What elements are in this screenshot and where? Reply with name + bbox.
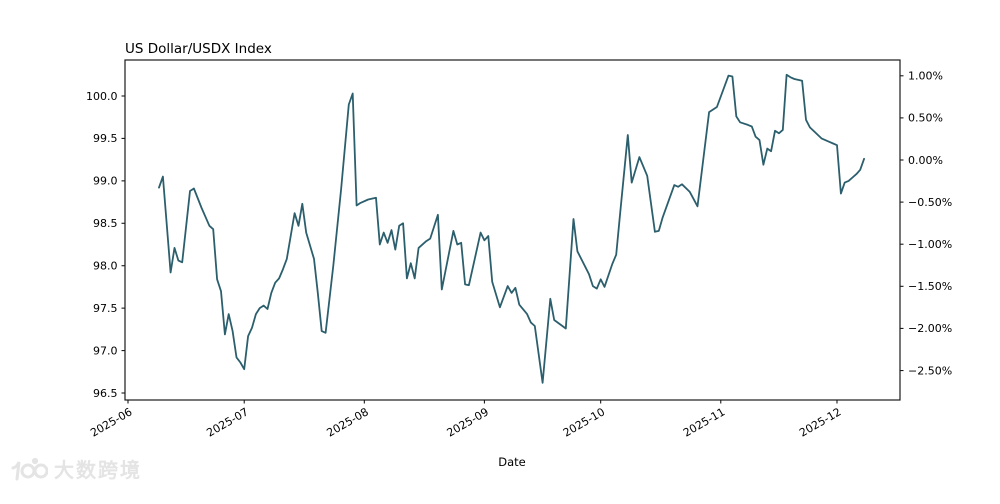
x-tick-label: 2025-10 bbox=[561, 405, 607, 439]
y-tick-label-right: −2.00% bbox=[908, 322, 952, 335]
x-tick-label: 2025-07 bbox=[204, 405, 250, 439]
y-tick-label-left: 99.5 bbox=[93, 132, 118, 145]
y-tick-label-right: 0.50% bbox=[908, 112, 943, 125]
x-tick-label: 2025-09 bbox=[445, 405, 491, 439]
y-tick-label-left: 99.0 bbox=[93, 175, 118, 188]
x-tick-label: 2025-06 bbox=[88, 405, 134, 439]
y-tick-label-right: −0.50% bbox=[908, 196, 952, 209]
y-tick-label-left: 96.5 bbox=[93, 387, 118, 400]
chart-title: US Dollar/USDX Index bbox=[125, 41, 272, 57]
y-tick-label-left: 97.0 bbox=[93, 344, 118, 357]
plot-frame bbox=[124, 59, 901, 401]
y-tick-label-right: −2.50% bbox=[908, 364, 952, 377]
x-axis-label: Date bbox=[498, 455, 526, 469]
y-tick-label-left: 100.0 bbox=[86, 90, 118, 103]
x-tick-label: 2025-11 bbox=[681, 405, 727, 439]
y-axis-right: 1.00% 0.50% 0.00% −0.50% −1.00% −1.50% −2.00% −… bbox=[900, 70, 952, 377]
y-tick-label-right: 1.00% bbox=[908, 70, 943, 83]
y-tick-label-right: 0.00% bbox=[908, 154, 943, 167]
x-tick-label: 2025-08 bbox=[325, 405, 371, 439]
price-line-series bbox=[158, 73, 865, 384]
x-axis: 2025-06 2025-07 2025-08 2025-09 2025-10 2025-… bbox=[88, 400, 843, 440]
y-tick-label-left: 98.0 bbox=[93, 260, 118, 273]
x-tick-label: 2025-12 bbox=[797, 405, 843, 439]
y-tick-label-right: −1.00% bbox=[908, 238, 952, 251]
y-tick-label-left: 98.5 bbox=[93, 217, 118, 230]
y-tick-label-right: −1.50% bbox=[908, 280, 952, 293]
price-line bbox=[158, 73, 865, 384]
plot-border bbox=[124, 59, 901, 401]
y-axis-left: 100.0 99.5 99.0 98.5 98.0 97.5 97.0 96.5 bbox=[86, 90, 125, 400]
y-tick-label-left: 97.5 bbox=[93, 302, 118, 315]
